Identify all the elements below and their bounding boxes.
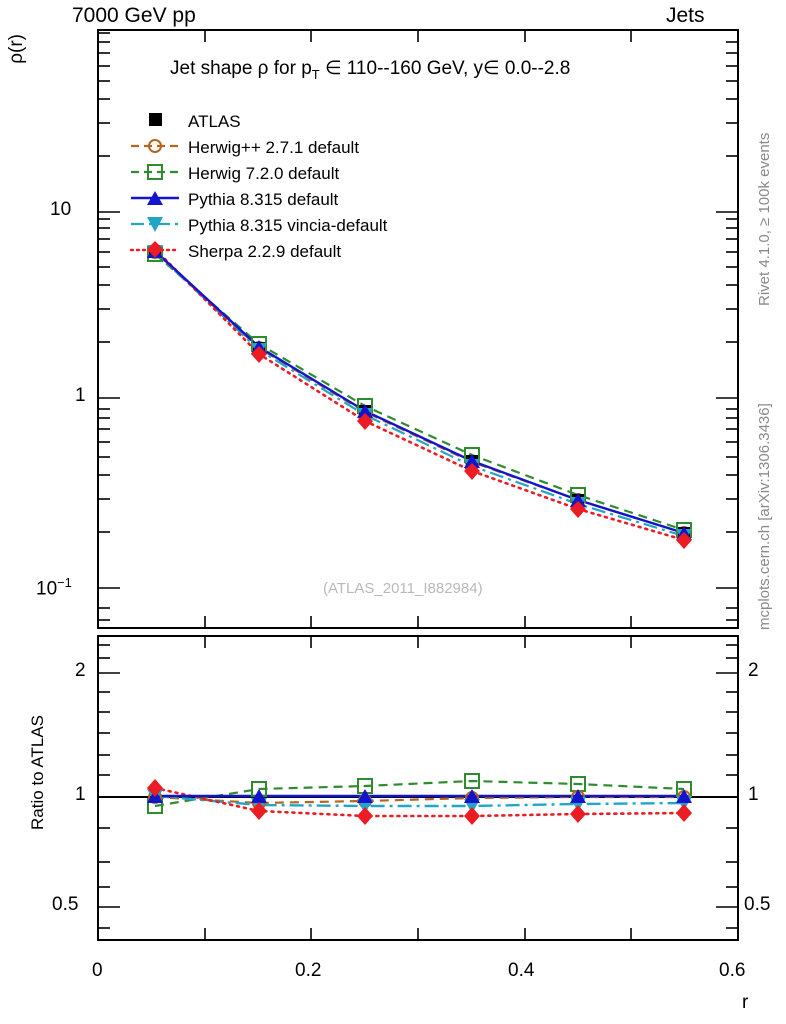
xaxis-label: r	[742, 992, 749, 1013]
legend-label-atlas: ATLAS	[188, 112, 241, 131]
series-markers-atlas	[149, 246, 690, 539]
header-left: 7000 GeV pp	[72, 4, 196, 27]
xtick-0p2: 0.2	[295, 960, 322, 981]
series-markers-sherpa	[147, 241, 692, 549]
analysis-id-watermark: (ATLAS_2011_I882984)	[323, 580, 483, 597]
legend-sample-pythia-default	[131, 191, 179, 205]
plot-title-subscript: T	[311, 66, 320, 82]
main-panel-y-ticks	[98, 32, 738, 621]
series-line-sherpa	[153, 247, 686, 542]
legend-label-pythia-vincia: Pythia 8.315 vincia-default	[188, 216, 388, 235]
ratio-panel-y-ticks	[98, 644, 738, 929]
ratio-ytick-1: 1	[75, 784, 86, 805]
series-markers-herwig7	[147, 246, 692, 538]
legend-sample-atlas	[149, 113, 162, 126]
main-panel-frame	[97, 29, 739, 629]
xtick-0p4: 0.4	[508, 960, 535, 981]
series-line-pythia-vincia	[154, 251, 685, 538]
ytick-0p1-base: 10	[36, 578, 58, 600]
xtick-0p6: 0.6	[719, 960, 746, 981]
ratio-line-sherpa	[153, 786, 686, 818]
ratio-markers-sherpa	[147, 779, 692, 825]
ratio-line-herwig7	[154, 779, 685, 808]
series-line-pythia-default	[154, 250, 685, 535]
plot-title-main: Jet shape ρ for p	[170, 58, 312, 79]
ytick-0p1: 10−1	[36, 575, 72, 600]
ratio-panel-x-ticks	[97, 636, 739, 940]
ratio-line-pythia-vincia	[154, 794, 685, 808]
series-markers-herwigpp	[148, 245, 691, 540]
main-panel-x-ticks	[97, 30, 739, 628]
ytick-1: 1	[75, 385, 86, 406]
plot-title: Jet shape ρ for pT ∈ 110--160 GeV, y∈ 0.…	[170, 57, 570, 82]
ratio-ytick-2-right: 2	[748, 660, 759, 681]
legend-sample-pythia-vincia	[131, 217, 179, 232]
xtick-0: 0	[92, 960, 103, 981]
legend-label-sherpa: Sherpa 2.2.9 default	[188, 242, 342, 261]
ratio-ytick-0p5-right: 0.5	[744, 894, 771, 915]
legend-label-herwigpp: Herwig++ 2.7.1 default	[188, 138, 360, 157]
series-markers-pythia-default	[147, 244, 692, 540]
legend-label-herwig7: Herwig 7.2.0 default	[188, 164, 340, 183]
ratio-ytick-0p5: 0.5	[52, 894, 79, 915]
series-line-herwigpp	[154, 251, 685, 535]
ytick-0p1-exponent: −1	[57, 575, 72, 590]
legend-sample-herwig7	[131, 164, 179, 180]
ytick-10: 10	[50, 199, 72, 220]
legend-sample-herwigpp	[131, 139, 179, 153]
plot-title-rest: ∈ 110--160 GeV, y∈ 0.0--2.8	[319, 58, 571, 79]
ratio-ytick-1-right: 1	[748, 784, 759, 805]
series-line-herwig7	[154, 253, 685, 532]
series-markers-pythia-vincia	[147, 245, 692, 544]
ratio-ytick-2: 2	[75, 660, 86, 681]
legend-label-pythia-default: Pythia 8.315 default	[188, 190, 339, 209]
header-right: Jets	[666, 4, 705, 27]
